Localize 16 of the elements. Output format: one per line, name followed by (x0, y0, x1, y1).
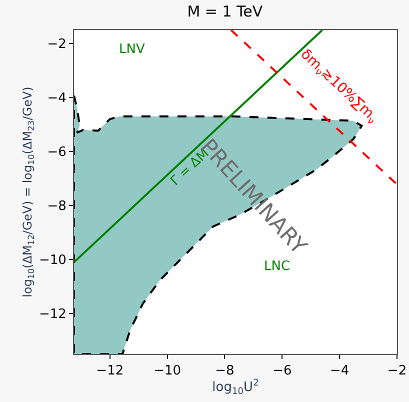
annotation: LNC (264, 259, 290, 274)
x-axis-title: log$_{10}$U$^{2}$ (212, 378, 259, 397)
x-tick-label: −4 (330, 364, 350, 379)
x-tick-label: −10 (154, 364, 182, 379)
y-tick-label: −10 (38, 253, 66, 268)
x-tick-label: −6 (272, 364, 292, 379)
y-tick-label: −6 (47, 145, 66, 160)
y-tick-label: −8 (47, 199, 66, 214)
y-tick-label: −4 (47, 91, 66, 106)
x-tick-label: −8 (215, 364, 234, 379)
x-tick-label: −2 (387, 364, 407, 379)
y-tick-label: −2 (47, 37, 66, 52)
x-tick-label: −12 (96, 364, 124, 379)
chart-title: M = 1 TeV (187, 2, 264, 21)
annotation: LNV (119, 42, 145, 57)
y-tick-label: −12 (38, 307, 66, 322)
